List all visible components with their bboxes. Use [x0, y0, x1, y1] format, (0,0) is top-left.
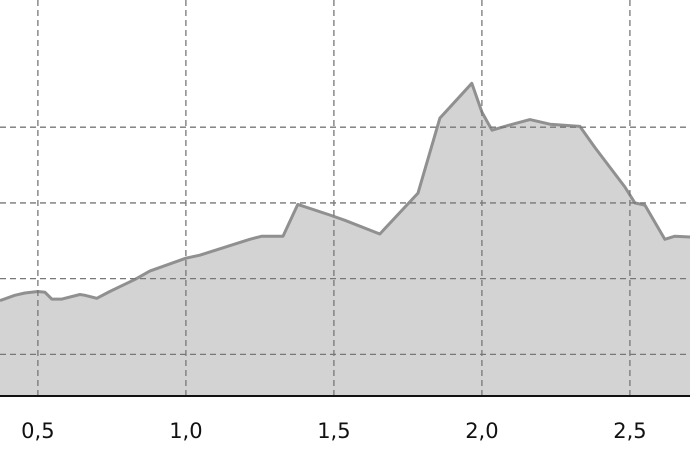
data-point	[109, 291, 111, 293]
x-tick-label: 0,5	[21, 419, 54, 443]
data-point	[549, 123, 551, 125]
data-point	[439, 117, 441, 119]
data-point	[594, 147, 596, 149]
data-point	[61, 298, 63, 300]
data-point	[44, 291, 46, 293]
data-point	[149, 270, 151, 272]
data-point	[644, 204, 646, 206]
x-axis-ticks: 0,5 1,0 1,5 2,0 2,5	[21, 419, 646, 443]
x-tick-label: 2,5	[613, 419, 646, 443]
data-point	[261, 235, 263, 237]
data-point	[491, 129, 493, 131]
data-point	[329, 214, 331, 216]
area-fill	[0, 83, 690, 397]
data-point	[0, 300, 1, 302]
x-tick-label: 1,0	[169, 419, 202, 443]
data-point	[417, 192, 419, 194]
data-point	[344, 219, 346, 221]
x-tick-label: 2,0	[465, 419, 498, 443]
data-point	[96, 297, 98, 299]
x-tick-label: 1,5	[317, 419, 350, 443]
data-point	[282, 235, 284, 237]
data-point	[297, 203, 299, 205]
data-point	[249, 238, 251, 240]
series	[0, 0, 690, 397]
data-point	[84, 294, 86, 296]
data-point	[471, 82, 473, 84]
data-point	[14, 294, 16, 296]
data-point	[185, 257, 187, 259]
data-point	[509, 124, 511, 126]
data-point	[199, 254, 201, 256]
data-point	[529, 119, 531, 121]
data-point	[79, 294, 81, 296]
data-point	[51, 298, 53, 300]
data-point	[379, 233, 381, 235]
data-point	[624, 186, 626, 188]
series-line	[0, 81, 690, 303]
data-point	[664, 238, 666, 240]
data-point	[24, 292, 26, 294]
data-point	[674, 235, 676, 237]
